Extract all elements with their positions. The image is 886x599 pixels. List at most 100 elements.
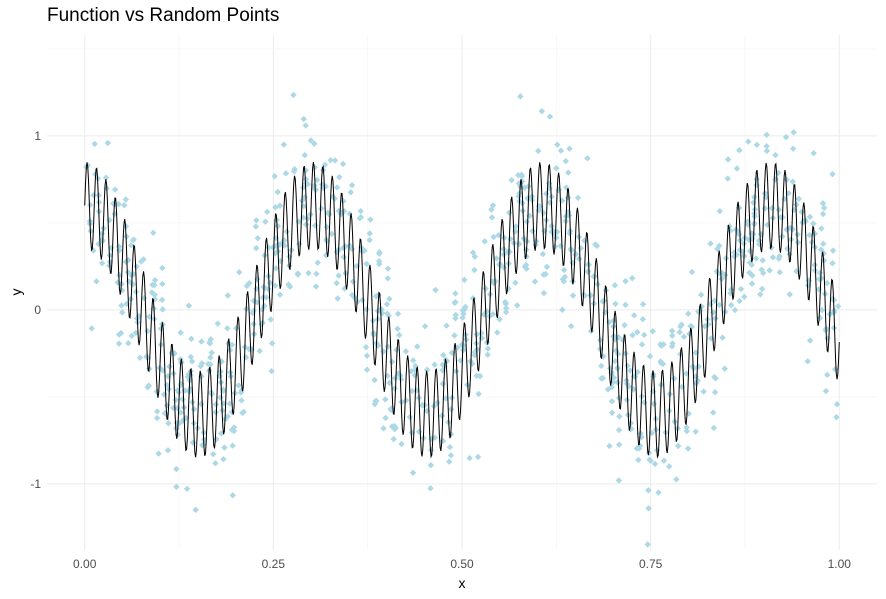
random-point bbox=[694, 377, 701, 384]
random-point bbox=[382, 414, 389, 422]
function-line bbox=[84, 162, 840, 459]
random-point bbox=[616, 413, 623, 420]
random-point bbox=[543, 263, 551, 271]
random-point bbox=[198, 360, 206, 367]
function-line-series bbox=[84, 162, 840, 459]
random-point bbox=[716, 242, 723, 250]
random-point bbox=[116, 272, 123, 279]
random-point bbox=[328, 230, 336, 238]
random-point bbox=[795, 195, 802, 202]
random-point bbox=[685, 410, 692, 417]
random-point bbox=[177, 329, 184, 336]
random-point bbox=[447, 452, 455, 459]
random-point bbox=[523, 218, 530, 226]
random-point bbox=[541, 227, 548, 235]
random-point bbox=[790, 129, 797, 136]
random-point bbox=[660, 341, 667, 348]
random-point bbox=[386, 379, 393, 387]
random-point bbox=[644, 541, 651, 548]
random-point bbox=[462, 303, 469, 311]
random-point bbox=[757, 291, 764, 298]
random-point bbox=[348, 182, 356, 189]
random-point bbox=[367, 216, 374, 223]
random-point bbox=[90, 192, 97, 199]
random-point bbox=[393, 346, 400, 354]
random-point bbox=[421, 323, 429, 330]
random-point bbox=[735, 231, 743, 238]
random-point bbox=[817, 246, 825, 253]
random-point bbox=[122, 196, 130, 203]
random-point bbox=[471, 266, 478, 274]
random-point bbox=[272, 204, 279, 211]
random-point bbox=[631, 373, 639, 380]
random-point bbox=[133, 263, 140, 270]
random-point bbox=[824, 371, 831, 379]
random-point bbox=[776, 269, 784, 276]
random-point bbox=[213, 436, 220, 443]
random-point bbox=[290, 91, 297, 99]
random-point bbox=[386, 295, 393, 303]
random-point bbox=[243, 282, 251, 290]
random-point bbox=[164, 447, 172, 454]
random-point bbox=[806, 213, 814, 221]
random-point bbox=[382, 396, 389, 403]
random-point bbox=[362, 343, 370, 351]
random-point bbox=[300, 115, 307, 123]
random-point bbox=[224, 413, 231, 420]
random-point bbox=[494, 329, 501, 336]
random-point bbox=[339, 160, 347, 168]
random-point bbox=[115, 340, 123, 347]
random-point bbox=[598, 362, 605, 370]
random-point bbox=[834, 303, 842, 310]
random-point bbox=[233, 325, 240, 332]
random-point bbox=[817, 314, 824, 322]
random-point bbox=[335, 272, 342, 279]
random-point bbox=[761, 205, 769, 212]
random-point bbox=[820, 250, 827, 257]
random-point bbox=[829, 247, 837, 254]
random-point bbox=[576, 255, 583, 262]
random-point bbox=[641, 399, 648, 406]
random-point bbox=[722, 255, 730, 262]
random-point bbox=[508, 176, 515, 184]
random-point bbox=[701, 323, 708, 330]
random-point bbox=[460, 346, 467, 354]
random-point bbox=[460, 342, 467, 349]
random-point bbox=[235, 382, 242, 389]
random-point bbox=[443, 322, 450, 329]
random-point bbox=[128, 332, 135, 340]
random-point bbox=[692, 428, 699, 435]
random-point bbox=[91, 140, 98, 148]
random-point bbox=[783, 176, 790, 184]
random-point bbox=[359, 296, 366, 304]
random-point bbox=[324, 209, 332, 216]
random-point bbox=[445, 419, 452, 426]
random-point bbox=[192, 506, 199, 514]
random-point bbox=[624, 362, 631, 369]
random-point bbox=[727, 227, 734, 234]
random-point bbox=[269, 340, 276, 347]
random-point bbox=[606, 365, 614, 372]
random-point bbox=[370, 331, 377, 338]
random-point bbox=[88, 325, 95, 332]
random-point bbox=[554, 228, 561, 236]
random-point bbox=[502, 304, 510, 312]
random-point bbox=[512, 279, 519, 286]
random-point bbox=[669, 332, 676, 339]
random-point bbox=[557, 242, 564, 250]
random-point bbox=[657, 359, 665, 367]
random-point bbox=[333, 184, 341, 191]
random-point bbox=[707, 300, 714, 308]
random-point bbox=[569, 292, 577, 299]
random-point bbox=[548, 222, 555, 230]
random-point bbox=[414, 343, 421, 350]
random-point bbox=[252, 223, 260, 230]
random-point bbox=[505, 285, 512, 292]
random-point bbox=[226, 369, 234, 376]
random-point bbox=[829, 260, 836, 267]
random-point bbox=[357, 207, 364, 215]
random-point bbox=[409, 357, 417, 364]
random-point bbox=[712, 375, 719, 382]
random-point bbox=[256, 347, 263, 355]
random-point bbox=[673, 476, 680, 483]
